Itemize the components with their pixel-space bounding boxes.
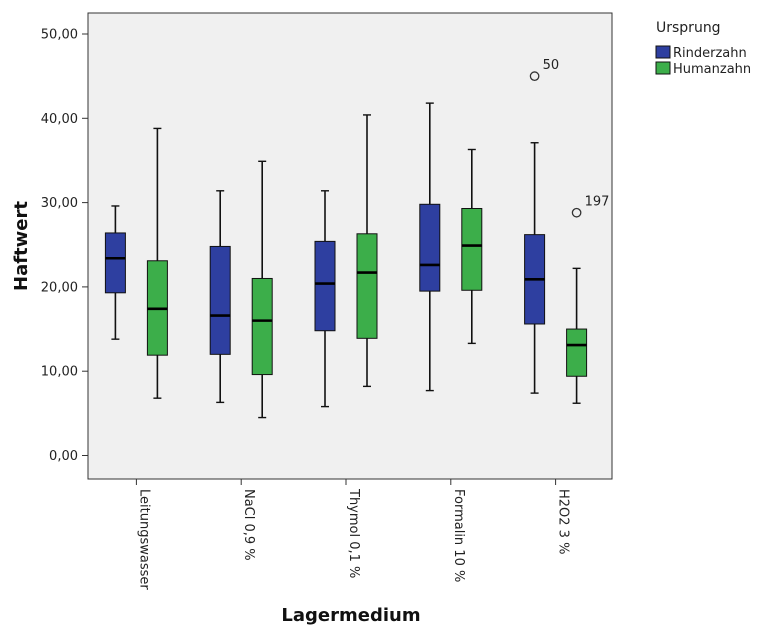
legend-swatch-humanzahn — [655, 61, 671, 75]
x-tick-label: Formalin 10 % — [451, 489, 466, 582]
x-tick-label: NaCl 0,9 % — [241, 489, 256, 561]
x-axis: Leitungswasser NaCl 0,9 % Thymol 0,1 % Form… — [135, 479, 571, 590]
box-humanzahn — [461, 208, 483, 291]
outlier-point — [571, 207, 582, 218]
legend-swatch-rinderzahn — [655, 45, 671, 59]
y-tick-label: 0,00 — [49, 449, 78, 464]
box-rinderzahn — [104, 232, 126, 294]
x-tick-label: Thymol 0,1 % — [346, 488, 361, 578]
outlier-label: 50 — [543, 58, 560, 73]
y-tick-label: 10,00 — [41, 365, 78, 380]
x-tick-label: Leitungswasser — [136, 489, 151, 590]
y-tick-label: 20,00 — [41, 280, 78, 295]
legend-label-humanzahn: Humanzahn — [673, 62, 751, 77]
box-rinderzahn — [419, 203, 441, 292]
outlier-point — [529, 71, 540, 82]
box-group: 50 197 — [104, 58, 610, 419]
x-axis-title: Lagermedium — [281, 605, 420, 626]
box-rinderzahn — [209, 245, 231, 355]
box-humanzahn — [251, 277, 273, 376]
box-rinderzahn — [314, 240, 336, 332]
y-tick-label: 40,00 — [41, 112, 78, 127]
y-tick-label: 30,00 — [41, 196, 78, 211]
outlier-label: 197 — [585, 195, 610, 210]
y-axis-title: Haftwert — [11, 201, 32, 291]
box-humanzahn — [566, 328, 588, 377]
y-axis: 0,00 10,00 20,00 30,00 40,00 50,00 — [41, 28, 88, 464]
x-tick-label: H2O2 3 % — [556, 489, 571, 554]
box-humanzahn — [356, 233, 378, 339]
legend-label-rinderzahn: Rinderzahn — [673, 46, 747, 61]
y-tick-label: 50,00 — [41, 28, 78, 43]
legend-title: Ursprung — [656, 20, 721, 36]
